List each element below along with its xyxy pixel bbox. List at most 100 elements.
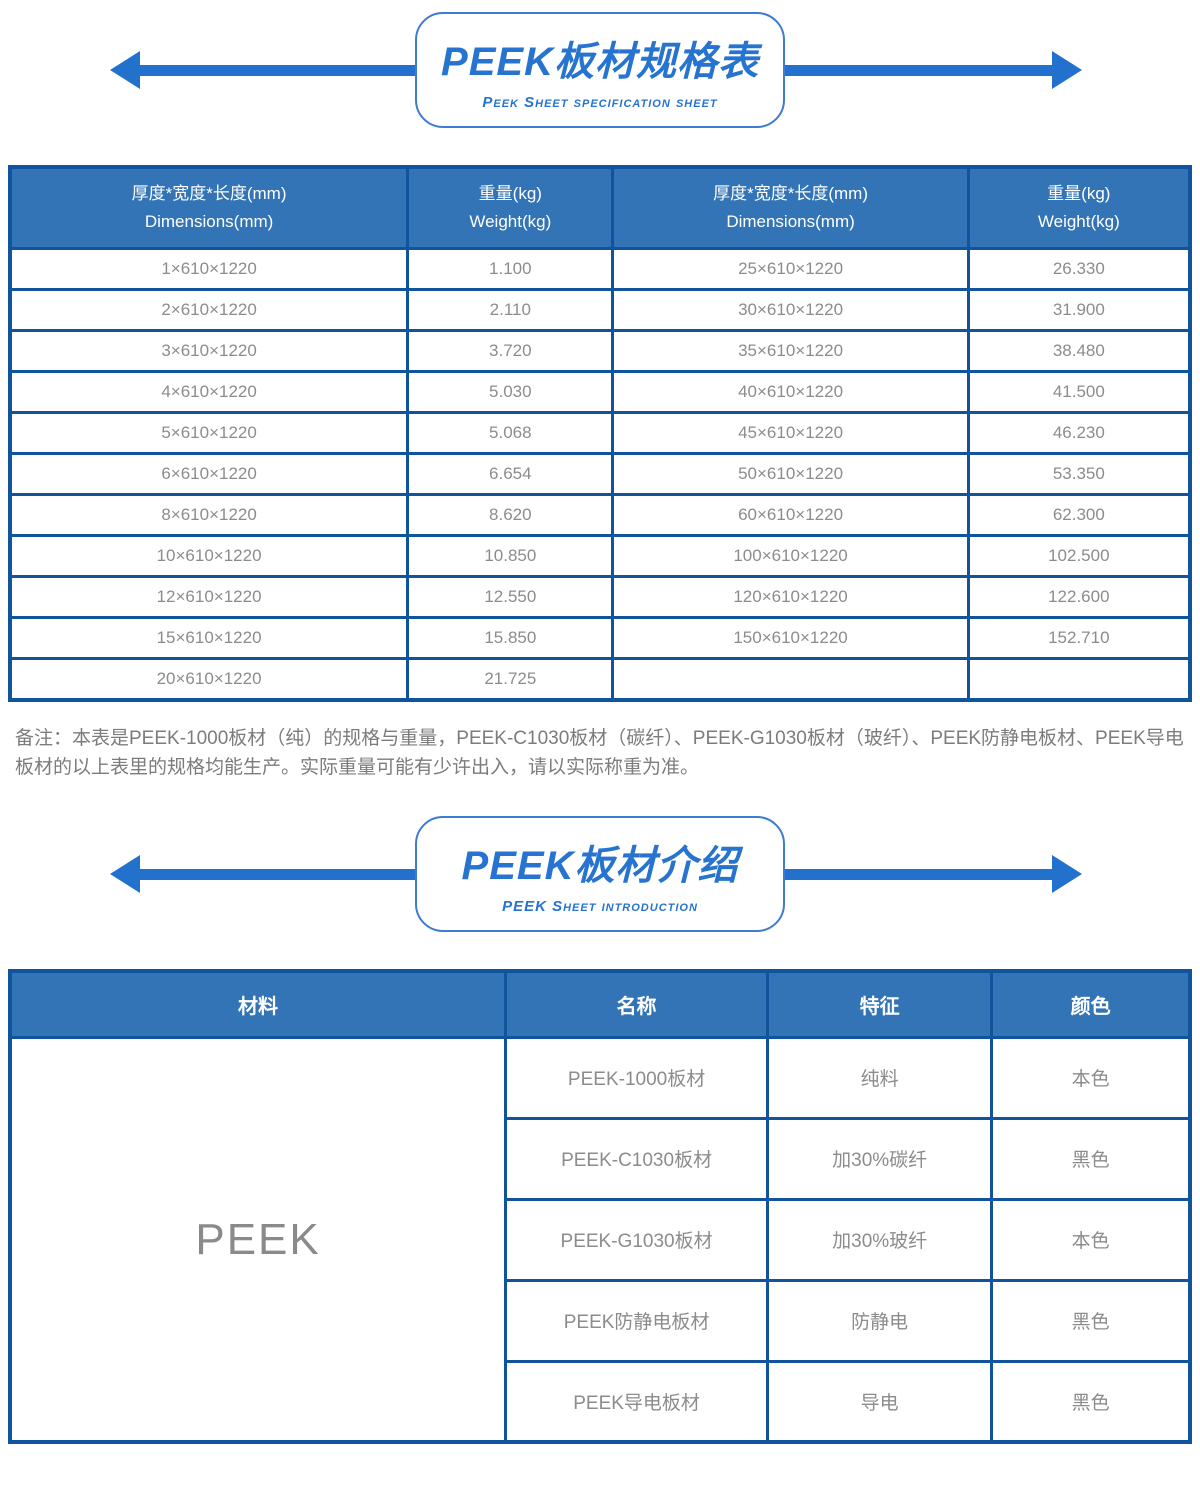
weight-cell: 10.850 xyxy=(406,534,615,578)
table-row: PEEK-C1030板材 加30%碳纤 黑色 xyxy=(10,1116,1192,1201)
weight-cell: 152.710 xyxy=(966,616,1192,660)
arrow-left-shaft xyxy=(140,868,440,880)
feature-cell: 加30%碳纤 xyxy=(766,1116,994,1201)
weight-cell: 12.550 xyxy=(406,575,615,619)
name-cell: PEEK-C1030板材 xyxy=(504,1116,770,1201)
dimension-cell: 5×610×1220 xyxy=(8,411,410,455)
color-cell: 黑色 xyxy=(990,1116,1192,1201)
weight-cell: 53.350 xyxy=(966,452,1192,496)
intro-header-row: 材料 名称 特征 颜色 xyxy=(8,969,1192,1039)
intro-title-en: PEEK Sheet introduction xyxy=(502,898,698,916)
header-cn: 厚度*宽度*长度(mm) xyxy=(131,184,287,203)
weight-cell: 46.230 xyxy=(966,411,1192,455)
weight-cell: 26.330 xyxy=(966,247,1192,291)
color-cell: 黑色 xyxy=(990,1359,1192,1444)
weight-cell: 122.600 xyxy=(966,575,1192,619)
table-row: 15×610×1220 15.850 150×610×1220 152.710 xyxy=(8,616,1192,660)
weight-cell: 6.654 xyxy=(406,452,615,496)
name-cell: PEEK-1000板材 xyxy=(504,1035,770,1120)
header-en: Dimensions(mm) xyxy=(144,212,274,231)
table-row: 20×610×1220 21.725 xyxy=(8,657,1192,701)
spec-col-weight-left: 重量(kg) Weight(kg) xyxy=(406,165,615,250)
arrow-right-head xyxy=(1052,855,1082,894)
table-row: PEEK导电板材 导电 黑色 xyxy=(10,1359,1192,1444)
dimension-cell: 150×610×1220 xyxy=(611,616,970,660)
intro-table: 材料 名称 特征 颜色 PEEK PEEK-1000板材 纯料 本色 PEEK-… xyxy=(8,969,1192,1445)
table-row: 12×610×1220 12.550 120×610×1220 122.600 xyxy=(8,575,1192,619)
material-cell: PEEK xyxy=(8,1035,508,1444)
weight-cell: 15.850 xyxy=(406,616,615,660)
spec-header-row: 厚度*宽度*长度(mm) Dimensions(mm) 重量(kg) Weigh… xyxy=(8,165,1192,250)
dimension-cell: 4×610×1220 xyxy=(8,370,410,414)
color-cell: 本色 xyxy=(990,1035,1192,1120)
dimension-cell: 12×610×1220 xyxy=(8,575,410,619)
feature-cell: 导电 xyxy=(766,1359,994,1444)
feature-cell: 防静电 xyxy=(766,1278,994,1363)
header-en: Weight(kg) xyxy=(1037,212,1120,231)
dimension-cell: 45×610×1220 xyxy=(611,411,970,455)
arrow-right-shaft xyxy=(760,868,1052,880)
dimension-cell: 15×610×1220 xyxy=(8,616,410,660)
table-row: 3×610×1220 3.720 35×610×1220 38.480 xyxy=(8,329,1192,373)
intro-col-name: 名称 xyxy=(504,969,770,1039)
table-row: 4×610×1220 5.030 40×610×1220 41.500 xyxy=(8,370,1192,414)
dimension-cell: 6×610×1220 xyxy=(8,452,410,496)
spec-title-cn: PEEK板材规格表 xyxy=(441,40,759,84)
intro-col-feature: 特征 xyxy=(766,969,994,1039)
table-row: PEEK防静电板材 防静电 黑色 xyxy=(10,1278,1192,1363)
weight-cell: 5.030 xyxy=(406,370,615,414)
header-cn: 重量(kg) xyxy=(1047,184,1111,203)
header-en: Weight(kg) xyxy=(469,212,552,231)
dimension-cell: 50×610×1220 xyxy=(611,452,970,496)
weight-cell: 102.500 xyxy=(966,534,1192,578)
weight-cell: 3.720 xyxy=(406,329,615,373)
dimension-cell: 35×610×1220 xyxy=(611,329,970,373)
table-row: 2×610×1220 2.110 30×610×1220 31.900 xyxy=(8,288,1192,332)
spec-title-en: Peek Sheet specification sheet xyxy=(482,94,718,111)
dimension-cell: 3×610×1220 xyxy=(8,329,410,373)
dimension-cell: 25×610×1220 xyxy=(611,247,970,291)
color-cell: 黑色 xyxy=(990,1278,1192,1363)
intro-col-material: 材料 xyxy=(8,969,508,1039)
weight-cell: 41.500 xyxy=(966,370,1192,414)
spec-table: 厚度*宽度*长度(mm) Dimensions(mm) 重量(kg) Weigh… xyxy=(8,165,1192,702)
header-en: Dimensions(mm) xyxy=(726,212,855,231)
table-row: PEEK-G1030板材 加30%玻纤 本色 xyxy=(10,1197,1192,1282)
arrow-left-icon xyxy=(110,51,440,89)
table-row: 8×610×1220 8.620 60×610×1220 62.300 xyxy=(8,493,1192,537)
bottom-spacer xyxy=(0,1444,1200,1466)
dimension-cell: 120×610×1220 xyxy=(611,575,970,619)
name-cell: PEEK导电板材 xyxy=(504,1359,770,1444)
arrow-left-head xyxy=(110,51,140,89)
dimension-cell: 1×610×1220 xyxy=(8,247,410,291)
weight-cell: 38.480 xyxy=(966,329,1192,373)
table-row: 6×610×1220 6.654 50×610×1220 53.350 xyxy=(8,452,1192,496)
section-header-spec: PEEK板材规格表 Peek Sheet specification sheet xyxy=(0,12,1200,128)
spec-title-box: PEEK板材规格表 Peek Sheet specification sheet xyxy=(415,12,785,128)
feature-cell: 加30%玻纤 xyxy=(766,1197,994,1282)
arrow-right-icon xyxy=(760,51,1082,89)
arrow-left-icon xyxy=(110,855,440,894)
intro-title-cn: PEEK板材介绍 xyxy=(461,844,739,889)
feature-cell: 纯料 xyxy=(766,1035,994,1120)
weight-cell: 8.620 xyxy=(406,493,615,537)
spec-col-dimensions-left: 厚度*宽度*长度(mm) Dimensions(mm) xyxy=(8,165,410,250)
table-row: 5×610×1220 5.068 45×610×1220 46.230 xyxy=(8,411,1192,455)
header-cn: 重量(kg) xyxy=(478,184,542,203)
weight-cell xyxy=(966,657,1192,701)
weight-cell: 62.300 xyxy=(966,493,1192,537)
dimension-cell: 2×610×1220 xyxy=(8,288,410,332)
arrow-right-icon xyxy=(760,855,1082,894)
weight-cell: 21.725 xyxy=(406,657,615,701)
dimension-cell: 30×610×1220 xyxy=(611,288,970,332)
color-cell: 本色 xyxy=(990,1197,1192,1282)
dimension-cell: 8×610×1220 xyxy=(8,493,410,537)
table-row: 10×610×1220 10.850 100×610×1220 102.500 xyxy=(8,534,1192,578)
weight-cell: 1.100 xyxy=(406,247,615,291)
dimension-cell: 60×610×1220 xyxy=(611,493,970,537)
arrow-left-shaft xyxy=(140,64,440,76)
header-cn: 厚度*宽度*长度(mm) xyxy=(713,184,868,203)
arrow-right-shaft xyxy=(760,64,1052,76)
spec-col-dimensions-right: 厚度*宽度*长度(mm) Dimensions(mm) xyxy=(611,165,970,250)
section-header-intro: PEEK板材介绍 PEEK Sheet introduction xyxy=(0,816,1200,933)
